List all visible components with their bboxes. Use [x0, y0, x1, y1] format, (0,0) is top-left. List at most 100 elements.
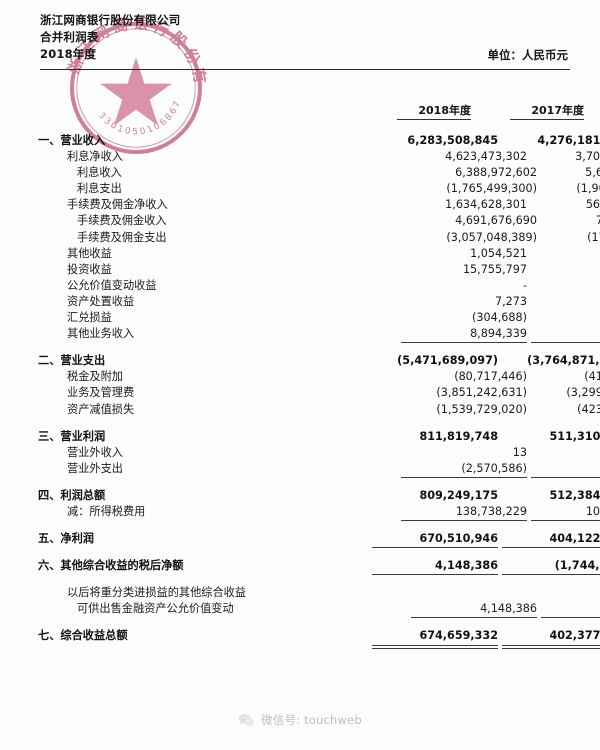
row-value-2018: 809,249,175 — [419, 488, 498, 502]
row-label: 二、营业支出 — [38, 354, 106, 368]
statement-row: 资产减值损失 (1,539,729,020) (423,339,061) — [0, 402, 600, 418]
row-value-2017: (1,909,788,671) — [576, 182, 600, 196]
wechat-icon — [238, 713, 255, 727]
row-value-2018: 1,054,521 — [470, 246, 527, 260]
row-value-2017: 4,276,181,097 — [537, 134, 600, 147]
row-value-2018: 674,659,332 — [368, 628, 498, 649]
row-value-2018: - — [522, 278, 527, 292]
row-value-2017: (170,858,396) — [587, 230, 600, 244]
row-label: 手续费及佣金支出 — [77, 230, 167, 244]
column-header-row: 2018年度 2017年度 — [40, 102, 584, 120]
row-label: 营业外收入 — [67, 445, 123, 459]
row-value-2017: 1,073,324 — [527, 246, 600, 262]
income-statement-table: 一、营业收入 6,283,508,845 4,276,181,097 利息净收入 4,6… — [0, 133, 600, 649]
row-value-2017: (3,764,871,085) — [527, 354, 600, 368]
row-value-2018: (304,688) — [472, 311, 527, 325]
statement-row: 其他业务收入 8,894,3394,998,041 — [0, 326, 600, 344]
row-value-2018: 13 — [512, 445, 527, 459]
row-label: 减：所得税费用 — [67, 504, 146, 518]
statement-row: 三、营业利润 811,819,748 511,310,012 — [0, 429, 600, 445]
row-spacer — [0, 617, 600, 628]
row-spacer — [0, 520, 600, 531]
statement-row: 利息收入 6,388,972,602 5,612,667,692 — [0, 165, 600, 181]
row-label: 汇兑损益 — [67, 311, 112, 325]
row-label: 三、营业利润 — [38, 429, 106, 443]
statement-row: 投资收益 15,755,7971,448,289 — [0, 262, 600, 278]
row-value-2018: (2,570,586) — [397, 461, 527, 478]
statement-row: 一、营业收入 6,283,508,845 4,276,181,097 — [0, 133, 600, 149]
footer-watermark: 微信号: touchweb — [0, 712, 600, 728]
row-value-2018: 1,634,628,301 — [445, 198, 527, 212]
row-label: 四、利润总额 — [38, 488, 106, 502]
statement-row: 减：所得税费用 138,738,229108,262,177 — [0, 504, 600, 522]
row-value-2018: (80,717,446) — [454, 370, 527, 384]
row-value-2018: (3,057,048,389) — [446, 230, 537, 244]
document-header: 浙江网商银行股份有限公司 合并利润表 2018年度 单位：人民币元 — [40, 12, 570, 63]
row-label: 六、其他综合收益的税后净额 — [38, 559, 184, 573]
row-value-2018: 4,623,473,302 — [445, 150, 527, 164]
row-value-2018: 138,738,229 — [397, 504, 527, 522]
row-value-2018: 670,510,946 — [368, 531, 498, 549]
statement-row: 可供出售金融资产公允价值变动 4,148,386(1,744,560) — [0, 601, 600, 619]
row-value-2018: (1,765,499,300) — [446, 182, 537, 196]
column-header-2017: 2017年度 — [510, 102, 584, 120]
row-value-2017: 565,397,228 — [585, 198, 600, 212]
row-value-2017: 512,384,257 — [549, 488, 600, 502]
row-value-2017: 6,178 — [527, 278, 600, 294]
row-label: 投资收益 — [67, 262, 112, 276]
row-spacer — [0, 418, 600, 429]
company-name: 浙江网商银行股份有限公司 — [40, 13, 181, 27]
period-and-unit-row: 2018年度 单位：人民币元 — [40, 46, 570, 63]
statement-row: 二、营业支出 (5,471,689,097) (3,764,871,085) — [0, 353, 600, 369]
row-value-2018: 7,273 — [494, 294, 527, 308]
row-value-2017: 404,122,080 — [498, 531, 600, 549]
statement-row: 手续费及佣金支出 (3,057,048,389) (170,858,396) — [0, 230, 600, 246]
row-value-2017: 379,016 — [527, 310, 600, 326]
row-value-2017: 1,448,289 — [527, 262, 600, 278]
row-value-2017: (1,744,560) — [498, 558, 600, 576]
row-value-2017: 511,310,012 — [549, 429, 600, 443]
statement-row: 营业外支出 (2,570,586)(3,327) — [0, 461, 600, 478]
row-value-2018: 6,283,508,845 — [407, 134, 498, 147]
row-spacer — [0, 342, 600, 353]
statement-title: 合并利润表 — [40, 30, 99, 44]
statement-row: 手续费及佣金净收入 1,634,628,301 565,397,228 — [0, 197, 600, 213]
row-value-2017: 1,077,572 — [527, 445, 600, 461]
row-value-2017: 108,262,177 — [527, 504, 600, 522]
row-label: 公允价值变动收益 — [67, 278, 157, 292]
row-spacer — [0, 547, 600, 558]
row-label: 利息支出 — [77, 182, 122, 196]
statement-row: 营业外收入 131,077,572 — [0, 445, 600, 461]
statement-row: 手续费及佣金收入 4,691,676,690736,255,624 — [0, 213, 600, 229]
statement-row: 资产处置收益 7,273- — [0, 294, 600, 310]
row-value-2018: 6,388,972,602 — [455, 166, 537, 180]
row-label: 利息净收入 — [67, 150, 123, 164]
row-value-2018: (3,851,242,631) — [436, 386, 527, 400]
row-value-2018: (1,539,729,020) — [436, 402, 527, 416]
row-value-2018: 8,894,339 — [397, 326, 527, 344]
row-spacer — [0, 574, 600, 585]
statement-row: 六、其他综合收益的税后净额 4,148,386(1,744,560) — [0, 558, 600, 576]
column-header-2018: 2018年度 — [397, 102, 471, 120]
statement-row: 税金及附加 (80,717,446) (41,704,603) — [0, 369, 600, 385]
row-value-2017: 5,612,667,692 — [585, 166, 600, 180]
row-value-2017: 402,377,520 — [498, 628, 600, 649]
statement-row: 公允价值变动收益 -6,178 — [0, 278, 600, 294]
row-value-2017: (423,339,061) — [577, 402, 600, 416]
statement-row: 以后将重分类进损益的其他综合收益 — [0, 585, 600, 601]
row-label: 其他收益 — [67, 246, 112, 260]
header-divider-rule — [40, 69, 570, 70]
row-value-2018: 15,755,797 — [462, 262, 527, 276]
statement-row: 四、利润总额 809,249,175 512,384,257 — [0, 488, 600, 504]
row-label: 以后将重分类进损益的其他综合收益 — [67, 586, 247, 600]
row-label: 营业外支出 — [67, 461, 123, 475]
currency-unit-label: 单位：人民币元 — [487, 48, 569, 62]
row-value-2018: 811,819,748 — [419, 429, 498, 443]
row-spacer — [0, 477, 600, 488]
row-label: 手续费及佣金净收入 — [67, 198, 168, 212]
row-label: 手续费及佣金收入 — [77, 214, 167, 228]
row-label: 五、净利润 — [38, 532, 94, 546]
